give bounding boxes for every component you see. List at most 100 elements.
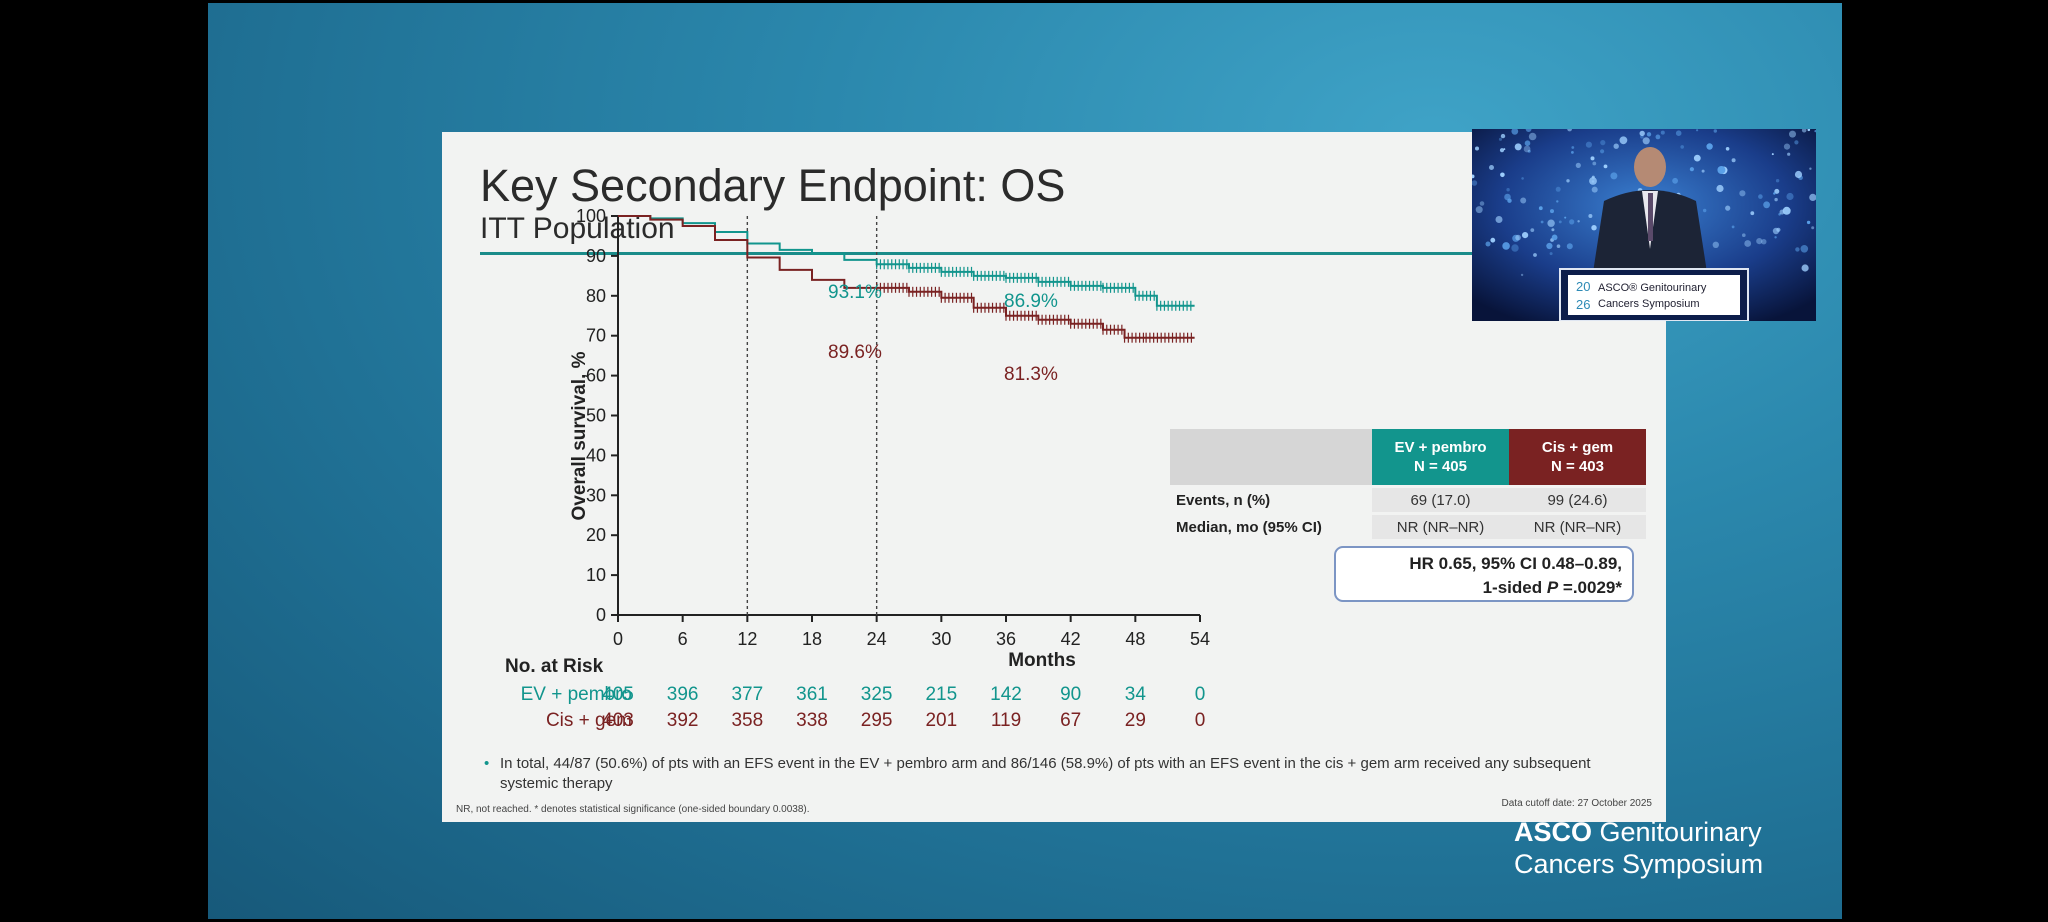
backdrop-light [1655, 134, 1661, 140]
backdrop-light [1789, 130, 1796, 138]
footnote: NR, not reached. * denotes statistical s… [456, 804, 810, 815]
slide-subtitle: ITT Population [480, 212, 675, 245]
backdrop-light [1763, 201, 1770, 209]
backdrop-light [1592, 161, 1597, 166]
backdrop-light [1774, 236, 1777, 239]
y-tick-label: 10 [586, 565, 606, 585]
backdrop-light [1779, 209, 1785, 215]
backdrop-light [1567, 129, 1572, 132]
backdrop-light [1619, 136, 1628, 145]
backdrop-light [1500, 133, 1506, 139]
y-tick-label: 50 [586, 406, 606, 426]
backdrop-light [1566, 179, 1570, 183]
backdrop-light [1522, 232, 1529, 239]
cis-gem-curve [618, 215, 1195, 339]
backdrop-light [1527, 149, 1531, 153]
backdrop-light [1610, 172, 1618, 180]
backdrop-light [1773, 192, 1776, 195]
backdrop-light [1603, 164, 1608, 169]
speaker-head [1634, 147, 1666, 187]
backdrop-light [1590, 156, 1595, 161]
backdrop-light [1504, 193, 1511, 201]
y-tick-label: 40 [586, 445, 606, 465]
y-tick-label: 100 [576, 206, 606, 226]
risk-ev-value: 142 [990, 684, 1022, 705]
backdrop-light [1489, 165, 1494, 170]
backdrop-light [1503, 148, 1506, 151]
backdrop-light [1774, 197, 1778, 202]
backdrop-light [1569, 219, 1575, 225]
risk-cg-label: Cis + gem [545, 710, 632, 731]
ev-24mo-label: 86.9% [1004, 291, 1058, 312]
backdrop-light [1756, 238, 1763, 245]
x-tick-label: 48 [1125, 629, 1145, 649]
backdrop-light [1731, 158, 1736, 163]
backdrop-light [1591, 186, 1598, 193]
backdrop-light [1725, 205, 1731, 211]
backdrop-light [1806, 220, 1811, 225]
backdrop-light [1475, 206, 1483, 214]
ev-12mo-label: 93.1% [828, 282, 882, 303]
risk-cg-value: 29 [1124, 710, 1146, 731]
backdrop-light [1533, 253, 1537, 257]
svg-text:20: 20 [1576, 279, 1590, 294]
backdrop-light [1472, 180, 1478, 186]
backdrop-light [1717, 166, 1726, 174]
x-axis-label: Months [1008, 650, 1076, 671]
risk-cg-value: 295 [860, 710, 893, 731]
slide: Key Secondary Endpoint: OS ITT Populatio… [442, 132, 1666, 822]
cg-12mo-label: 89.6% [828, 342, 882, 363]
backdrop-light [1485, 241, 1491, 247]
backdrop-light [1613, 143, 1619, 149]
y-axis-label: Overall survival, % [569, 351, 590, 520]
backdrop-light [1564, 216, 1567, 219]
x-tick-label: 0 [613, 629, 623, 649]
backdrop-light [1523, 145, 1531, 153]
backdrop-light [1794, 170, 1803, 179]
backdrop-light [1511, 244, 1519, 252]
backdrop-light [1750, 211, 1755, 216]
risk-ev-value: 34 [1124, 684, 1146, 705]
risk-cg-value: 201 [925, 710, 958, 731]
y-tick-label: 70 [586, 326, 606, 346]
backdrop-light [1646, 132, 1652, 137]
backdrop-light [1786, 192, 1794, 201]
backdrop-light [1675, 130, 1682, 136]
backdrop-light [1502, 242, 1510, 250]
backdrop-light [1571, 151, 1574, 154]
x-tick-label: 36 [996, 629, 1016, 649]
backdrop-light [1520, 197, 1527, 204]
backdrop-light [1811, 226, 1815, 230]
backdrop-light [1774, 188, 1780, 194]
backdrop-light [1696, 129, 1699, 132]
backdrop-light [1549, 252, 1553, 256]
x-tick-label: 42 [1061, 629, 1081, 649]
backdrop-light [1585, 141, 1592, 148]
risk-ev-value: 90 [1060, 684, 1082, 705]
table-row: Median, mo (95% CI) NR (NR–NR) NR (NR–NR… [1170, 512, 1646, 539]
x-tick-label: 30 [931, 629, 951, 649]
cg-24mo-label: 81.3% [1004, 364, 1058, 385]
risk-cg-value: 67 [1060, 710, 1082, 731]
backdrop-light [1547, 219, 1555, 227]
slide-title: Key Secondary Endpoint: OS [480, 160, 1066, 211]
table-header-ev: EV + pembro N = 405 [1372, 429, 1509, 487]
backdrop-light [1731, 225, 1735, 229]
risk-cg-value: 0 [1194, 710, 1206, 731]
risk-ev-value: 215 [925, 684, 958, 705]
risk-ev-value: 0 [1194, 684, 1206, 705]
backdrop-light [1703, 208, 1707, 213]
risk-cg-value: 119 [990, 710, 1022, 731]
backdrop-light [1660, 130, 1665, 135]
backdrop-light [1672, 177, 1678, 184]
backdrop-light [1577, 220, 1580, 223]
x-tick-label: 24 [867, 629, 887, 649]
backdrop-light [1814, 130, 1816, 133]
backdrop-light [1809, 193, 1816, 201]
x-tick-label: 12 [737, 629, 757, 649]
backdrop-light [1807, 129, 1811, 132]
backdrop-light [1546, 242, 1553, 250]
x-tick-label: 54 [1190, 629, 1210, 649]
backdrop-light [1558, 220, 1562, 224]
backdrop-light [1514, 143, 1522, 151]
